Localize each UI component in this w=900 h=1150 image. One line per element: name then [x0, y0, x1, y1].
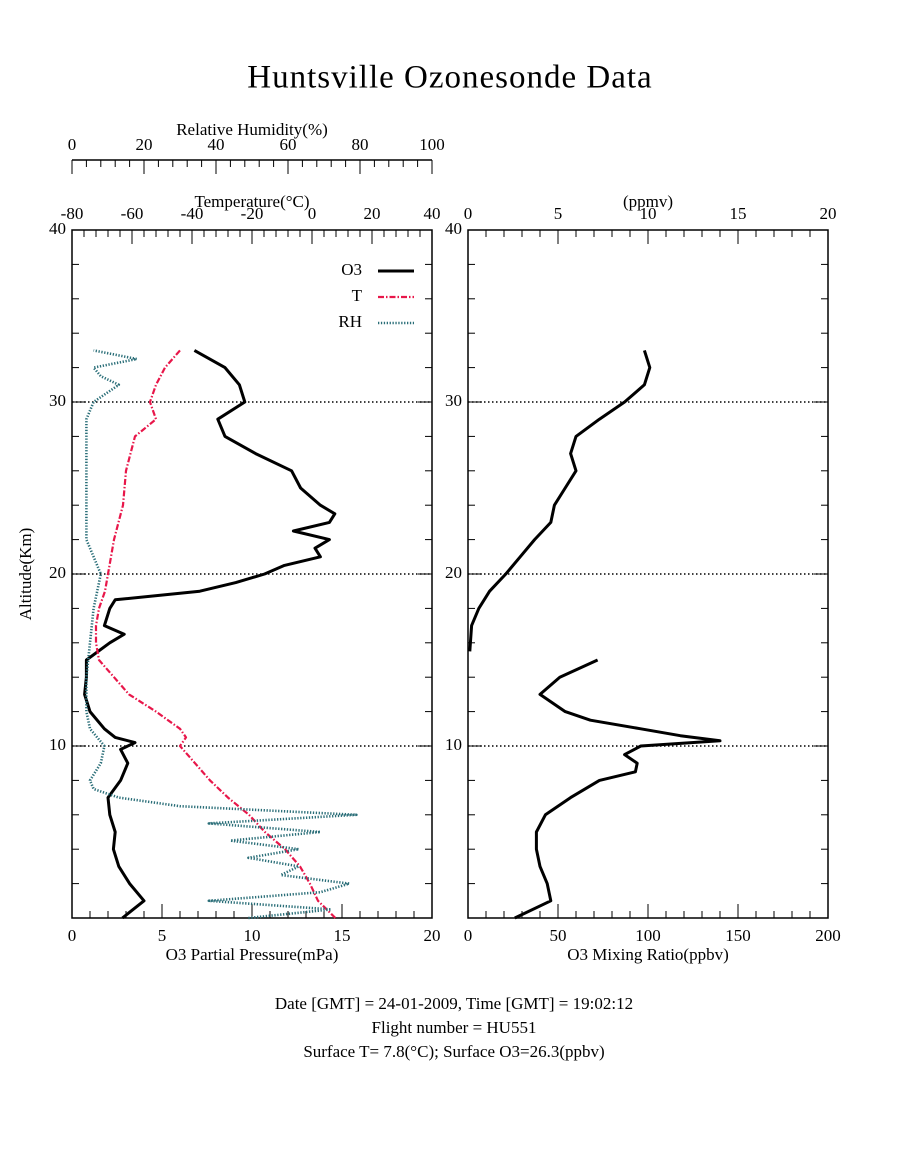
x-tick-label: 100 [419, 135, 445, 154]
x-tick-label: 15 [334, 926, 351, 945]
x-axis-title: Temperature(°C) [194, 192, 309, 211]
x-tick-label: 150 [725, 926, 751, 945]
y-tick-label: 20 [445, 563, 462, 582]
footer-line: Date [GMT] = 24-01-2009, Time [GMT] = 19… [275, 994, 633, 1013]
x-tick-label: 200 [815, 926, 841, 945]
legend-label: T [352, 286, 363, 305]
x-tick-label: -40 [181, 204, 204, 223]
x-tick-label: -20 [241, 204, 264, 223]
footer-line: Flight number = HU551 [372, 1018, 537, 1037]
series-line [468, 349, 722, 920]
x-tick-label: 60 [280, 135, 297, 154]
x-tick-label: 0 [68, 926, 77, 945]
x-tick-label: 0 [464, 926, 473, 945]
x-tick-label: 0 [308, 204, 317, 223]
x-tick-label: 20 [820, 204, 837, 223]
series-line [85, 349, 358, 920]
x-tick-label: 5 [158, 926, 167, 945]
x-tick-label: 0 [464, 204, 473, 223]
y-tick-label: 10 [445, 735, 462, 754]
x-tick-label: -60 [121, 204, 144, 223]
x-tick-label: 100 [635, 926, 661, 945]
y-tick-label: 20 [49, 563, 66, 582]
x-tick-label: 20 [136, 135, 153, 154]
chart-title: Huntsville Ozonesonde Data [247, 60, 652, 96]
x-tick-label: 40 [208, 135, 225, 154]
x-tick-label: 40 [424, 204, 441, 223]
x-tick-label: 10 [640, 204, 657, 223]
x-tick-label: 20 [424, 926, 441, 945]
y-tick-label: 30 [445, 391, 462, 410]
x-axis-title: O3 Mixing Ratio(ppbv) [567, 945, 729, 964]
y-tick-label: 10 [49, 735, 66, 754]
x-axis-title: Relative Humidity(%) [176, 120, 328, 139]
x-tick-label: 50 [550, 926, 567, 945]
x-tick-label: 15 [730, 204, 747, 223]
x-tick-label: -80 [61, 204, 84, 223]
footer-line: Surface T= 7.8(°C); Surface O3=26.3(ppbv… [303, 1042, 604, 1061]
x-tick-label: 20 [364, 204, 381, 223]
y-axis-title: Altitude(Km) [16, 528, 35, 621]
x-tick-label: 80 [352, 135, 369, 154]
y-tick-label: 40 [445, 219, 462, 238]
legend-label: O3 [341, 260, 362, 279]
legend-label: RH [338, 312, 362, 331]
x-axis-title: O3 Partial Pressure(mPa) [166, 945, 339, 964]
series-line [94, 349, 337, 919]
series-line [83, 349, 337, 920]
y-tick-label: 40 [49, 219, 66, 238]
x-tick-label: 10 [244, 926, 261, 945]
x-tick-label: 5 [554, 204, 563, 223]
x-axis-title: (ppmv) [623, 192, 673, 211]
x-tick-label: 0 [68, 135, 77, 154]
y-tick-label: 30 [49, 391, 66, 410]
